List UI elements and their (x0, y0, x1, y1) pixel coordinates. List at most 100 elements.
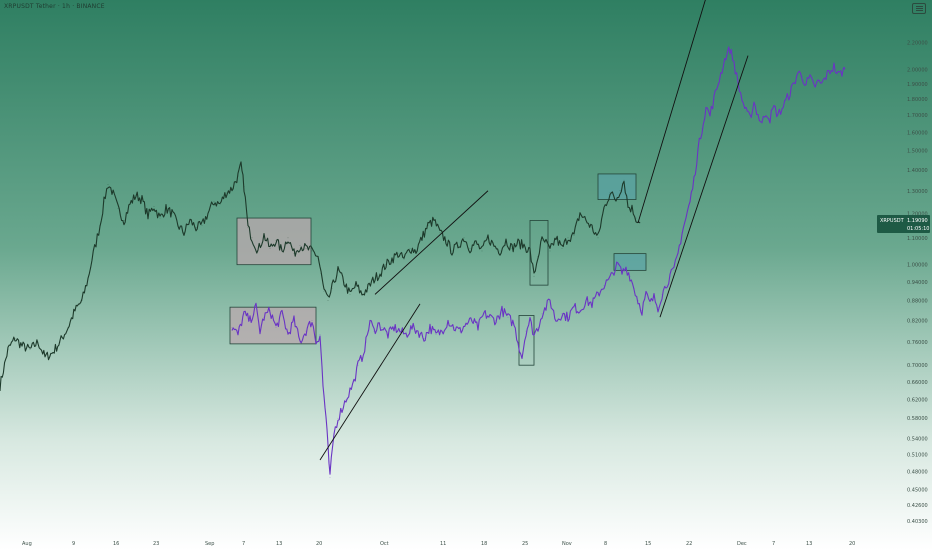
data-point-overlay (260, 331, 261, 332)
data-point-overlay (496, 320, 497, 321)
data-point-main (482, 251, 483, 252)
data-point-main (598, 238, 599, 239)
data-point-overlay (502, 310, 503, 311)
data-point-overlay (678, 253, 679, 254)
data-point-overlay (618, 264, 619, 265)
data-point-main (226, 193, 227, 194)
data-point-overlay (530, 320, 531, 321)
data-point-overlay (418, 331, 419, 332)
data-point-main (488, 238, 489, 239)
data-point-overlay (698, 150, 699, 151)
data-point-overlay (522, 357, 523, 358)
hamburger-icon[interactable] (912, 3, 926, 14)
data-point-overlay (638, 300, 639, 301)
x-tick-label: 8 (604, 541, 607, 547)
x-tick-label: 20 (849, 541, 855, 547)
data-point-overlay (746, 112, 747, 113)
data-point-overlay (354, 381, 355, 382)
data-point-overlay (774, 107, 775, 108)
y-tick-label: 1.10000 (907, 236, 928, 242)
x-tick-label: 23 (153, 541, 159, 547)
data-point-main (416, 251, 417, 252)
data-point-main (568, 238, 569, 239)
data-point-main (300, 245, 301, 246)
data-point-main (136, 195, 137, 196)
data-point-overlay (702, 128, 703, 129)
symbol-title: XRPUSDT Tether · 1h · BINANCE (4, 3, 105, 10)
data-point-main (100, 225, 101, 226)
data-point-main (476, 243, 477, 244)
data-point-main (288, 238, 289, 239)
data-point-overlay (790, 93, 791, 94)
data-point-overlay (250, 320, 251, 321)
data-point-main (202, 225, 203, 226)
data-point-overlay (592, 304, 593, 305)
x-tick-label: Dec (737, 541, 747, 547)
data-point-overlay (316, 342, 317, 343)
data-point-overlay (806, 84, 807, 85)
data-point-main (82, 300, 83, 301)
data-point-main (328, 300, 329, 301)
data-point-main (112, 190, 113, 191)
data-point-overlay (762, 123, 763, 124)
data-point-overlay (270, 310, 271, 311)
price-tag-symbol: XRPUSDT (880, 218, 905, 224)
data-point-main (282, 251, 283, 252)
data-point-overlay (518, 342, 519, 343)
data-point-main (88, 279, 89, 280)
data-point-overlay (604, 285, 605, 286)
data-point-main (306, 248, 307, 249)
data-point-overlay (646, 294, 647, 295)
data-point-main (546, 243, 547, 244)
data-point-overlay (710, 115, 711, 116)
data-point-overlay (550, 300, 551, 301)
data-point-overlay (794, 84, 795, 85)
data-point-main (52, 353, 53, 354)
data-point-main (190, 220, 191, 221)
data-point-main (574, 235, 575, 236)
data-point-overlay (378, 324, 379, 325)
data-point-overlay (682, 232, 683, 233)
data-point-main (248, 227, 249, 228)
data-point-overlay (330, 477, 331, 478)
y-tick-label: 0.42600 (907, 503, 928, 509)
data-point-main (592, 227, 593, 228)
x-tick-label: 13 (276, 541, 282, 547)
data-point-main (586, 220, 587, 221)
data-point-overlay (654, 297, 655, 298)
data-point-main (92, 259, 93, 260)
data-point-overlay (454, 327, 455, 328)
data-point-main (196, 227, 197, 228)
data-point-main (104, 202, 105, 203)
data-point-main (154, 206, 155, 207)
data-point-overlay (674, 270, 675, 271)
data-point-main (60, 342, 61, 343)
data-point-overlay (798, 72, 799, 73)
data-point-main (214, 202, 215, 203)
data-point-overlay (838, 75, 839, 76)
x-tick-label: 7 (772, 541, 775, 547)
data-point-overlay (358, 365, 359, 366)
data-point-overlay (726, 55, 727, 56)
data-point-overlay (256, 307, 257, 308)
data-point-main (45, 357, 46, 358)
x-tick-label: 13 (806, 541, 812, 547)
x-tick-label: Nov (562, 541, 572, 547)
data-point-overlay (568, 317, 569, 318)
x-tick-label: Sep (205, 541, 214, 547)
x-tick-label: 15 (645, 541, 651, 547)
data-point-main (356, 285, 357, 286)
data-point-main (68, 327, 69, 328)
y-tick-label: 1.40000 (907, 168, 928, 174)
data-point-overlay (300, 342, 301, 343)
data-point-main (38, 342, 39, 343)
data-point-overlay (424, 338, 425, 339)
data-point-overlay (534, 334, 535, 335)
x-tick-label: 22 (686, 541, 692, 547)
data-point-main (500, 251, 501, 252)
data-point-overlay (294, 320, 295, 321)
y-tick-label: 0.51000 (907, 452, 928, 458)
